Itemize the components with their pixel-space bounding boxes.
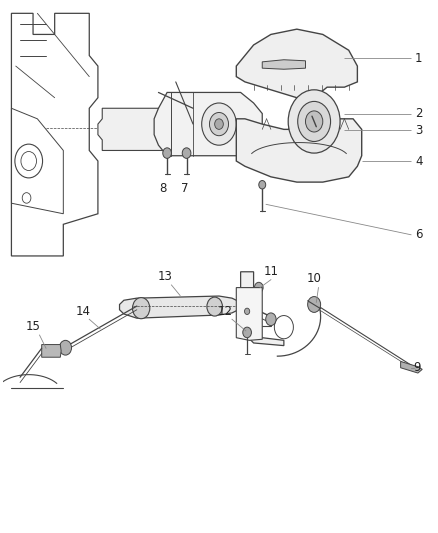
Text: 13: 13 xyxy=(158,270,173,284)
Text: 7: 7 xyxy=(180,182,188,195)
Circle shape xyxy=(60,341,71,355)
Circle shape xyxy=(182,148,191,158)
Circle shape xyxy=(209,112,229,136)
Polygon shape xyxy=(154,92,262,156)
Polygon shape xyxy=(236,288,262,341)
Text: 12: 12 xyxy=(218,305,233,318)
Circle shape xyxy=(163,148,171,158)
Polygon shape xyxy=(42,344,61,357)
Circle shape xyxy=(307,296,321,312)
Text: 11: 11 xyxy=(263,265,279,278)
Circle shape xyxy=(215,119,223,130)
Polygon shape xyxy=(236,29,357,98)
Circle shape xyxy=(288,90,340,153)
Polygon shape xyxy=(120,296,240,318)
Circle shape xyxy=(266,313,276,326)
Text: 9: 9 xyxy=(413,361,421,374)
Text: 4: 4 xyxy=(415,155,422,167)
Circle shape xyxy=(133,297,150,319)
Circle shape xyxy=(254,282,263,293)
Polygon shape xyxy=(236,119,362,182)
Text: 6: 6 xyxy=(415,228,422,241)
Polygon shape xyxy=(262,60,305,69)
Circle shape xyxy=(202,103,236,145)
Polygon shape xyxy=(240,272,284,345)
Polygon shape xyxy=(401,361,422,373)
Circle shape xyxy=(259,181,266,189)
Text: 8: 8 xyxy=(159,182,166,195)
Circle shape xyxy=(207,297,223,316)
Text: 3: 3 xyxy=(415,124,422,137)
Circle shape xyxy=(298,101,331,141)
Circle shape xyxy=(243,327,251,338)
Text: 2: 2 xyxy=(415,107,422,120)
Text: 1: 1 xyxy=(415,52,422,64)
Text: 14: 14 xyxy=(75,305,90,318)
Text: 10: 10 xyxy=(307,272,321,285)
Circle shape xyxy=(244,308,250,314)
Polygon shape xyxy=(98,108,184,150)
Text: 15: 15 xyxy=(25,320,40,334)
Circle shape xyxy=(305,111,323,132)
